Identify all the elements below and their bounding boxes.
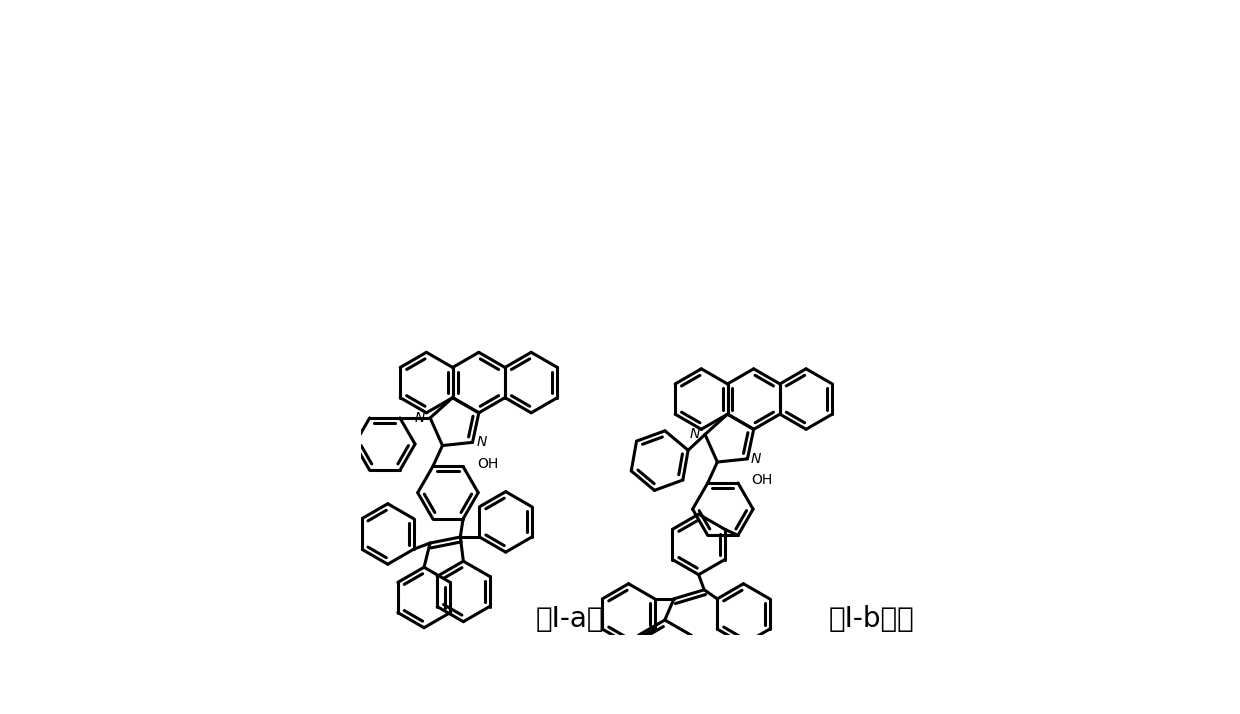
Text: N: N — [415, 411, 425, 425]
Text: OH: OH — [477, 457, 498, 471]
Text: （I-b）。: （I-b）。 — [830, 605, 915, 633]
Text: （I-a）: （I-a） — [536, 605, 604, 633]
Text: N: N — [751, 452, 761, 466]
Text: N: N — [689, 428, 701, 441]
Text: N: N — [476, 436, 486, 449]
Text: OH: OH — [751, 473, 773, 487]
